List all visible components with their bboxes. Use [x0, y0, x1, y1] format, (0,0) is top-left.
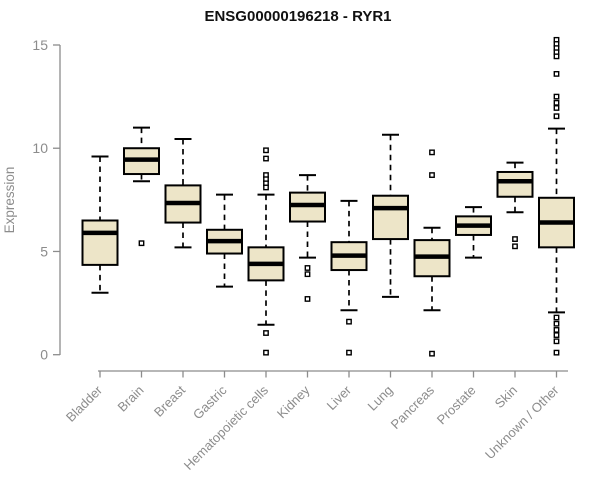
outlier-point	[512, 243, 518, 250]
outlier-point	[512, 236, 518, 242]
boxplot-prostate	[455, 206, 492, 259]
boxplot-breast	[164, 137, 202, 249]
iqr-box	[81, 219, 119, 266]
y-tick-label-5: 5	[40, 243, 48, 259]
chart-title: ENSG00000196218 - RYR1	[204, 8, 391, 25]
outlier-point	[429, 350, 435, 357]
outlier-point	[553, 71, 560, 77]
x-tick-label-unknown-other: Unknown / Other	[482, 382, 562, 462]
x-tick-label-skin: Skin	[492, 383, 520, 411]
outlier-point	[263, 155, 269, 162]
outlier-point	[553, 338, 560, 345]
outlier-point	[553, 105, 560, 111]
x-tick-label-brain: Brain	[115, 383, 147, 415]
outlier-point	[553, 53, 560, 60]
y-tick-label-15: 15	[32, 37, 48, 53]
outlier-point	[429, 172, 435, 178]
outlier-point	[553, 113, 560, 120]
outlier-point	[263, 330, 269, 336]
outlier-point	[429, 149, 435, 156]
outlier-point	[553, 320, 560, 327]
iqr-box	[496, 170, 534, 198]
outlier-point	[346, 318, 352, 325]
boxplot-kidney	[289, 174, 326, 302]
y-tick-label-0: 0	[40, 347, 48, 363]
outlier-point	[553, 332, 560, 338]
x-tick-label-pancreas: Pancreas	[388, 382, 438, 432]
boxplot-hematopoietic-cells	[247, 147, 285, 356]
iqr-box	[372, 194, 409, 241]
outlier-point	[304, 296, 311, 302]
outlier-point	[263, 349, 269, 356]
outlier-point	[553, 93, 560, 100]
x-tick-label-breast: Breast	[151, 382, 188, 419]
outlier-point	[553, 99, 560, 106]
boxplot-lung	[372, 133, 409, 298]
boxplot-bladder	[81, 155, 119, 294]
x-tick-label-prostate: Prostate	[434, 383, 479, 428]
boxplot-unknown-other	[538, 36, 575, 356]
outlier-point	[304, 271, 311, 278]
x-tick-label-gastric: Gastric	[190, 382, 230, 422]
outlier-point	[263, 184, 269, 191]
outlier-point	[138, 240, 145, 247]
outlier-point	[304, 265, 311, 271]
boxplot-skin	[496, 161, 534, 250]
outlier-point	[553, 314, 560, 321]
outlier-point	[263, 147, 269, 154]
x-tick-label-kidney: Kidney	[274, 382, 313, 421]
boxplot-gastric	[206, 193, 243, 288]
x-tick-label-lung: Lung	[365, 383, 396, 414]
x-tick-label-liver: Liver	[324, 382, 355, 413]
outlier-point	[553, 349, 560, 356]
box-series	[81, 36, 575, 357]
outlier-point	[346, 349, 352, 356]
boxplot-brain	[123, 126, 160, 247]
boxplot-liver	[330, 199, 368, 356]
x-tick-label-bladder: Bladder	[63, 382, 106, 425]
outlier-point	[553, 327, 560, 333]
boxplot-pancreas	[413, 149, 451, 357]
y-axis-label: Expression	[2, 167, 17, 234]
y-tick-label-10: 10	[32, 140, 48, 156]
